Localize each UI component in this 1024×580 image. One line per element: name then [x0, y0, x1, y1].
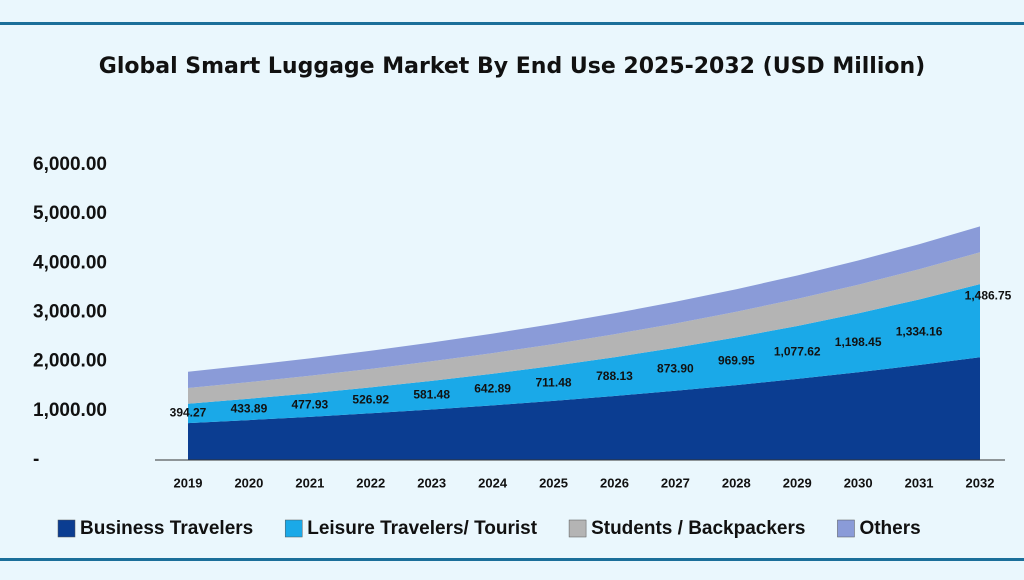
x-tick-label: 2029: [783, 475, 812, 490]
data-label: 1,198.45: [835, 335, 882, 349]
area: [188, 226, 980, 389]
legend-label: Students / Backpackers: [591, 518, 805, 539]
x-tick-label: 2024: [478, 475, 508, 490]
data-label: 1,486.75: [965, 288, 1012, 302]
data-label: 1,334.16: [896, 324, 943, 338]
y-tick-label: 5,000.00: [33, 203, 107, 224]
y-tick-label: 2,000.00: [33, 351, 107, 372]
data-label: 526.92: [352, 393, 389, 407]
x-tick-label: 2030: [844, 475, 873, 490]
x-tick-label: 2027: [661, 475, 690, 490]
y-tick-label: 6,000.00: [33, 154, 107, 175]
data-label: 1,077.62: [774, 345, 821, 359]
area: [188, 357, 980, 460]
x-tick-label: 2023: [417, 475, 446, 490]
x-tick-label: 2028: [722, 475, 751, 490]
legend-swatch: [568, 519, 587, 538]
y-tick-label: 1,000.00: [33, 400, 107, 421]
data-label: 642.89: [474, 382, 511, 396]
x-tick-label: 2021: [295, 475, 324, 490]
x-tick-label: 2026: [600, 475, 629, 490]
x-tick-label: 2019: [174, 475, 203, 490]
data-label: 477.93: [291, 397, 328, 411]
legend-label: Leisure Travelers/ Tourist: [307, 518, 538, 539]
legend-swatch: [837, 519, 855, 538]
data-label: 433.89: [231, 402, 268, 416]
x-tick-label: 2022: [356, 475, 385, 490]
data-label: 969.95: [718, 353, 755, 367]
top-border: [0, 22, 1024, 25]
data-label: 788.13: [596, 369, 633, 383]
data-label: 581.48: [413, 387, 450, 401]
legend-label: Others: [859, 518, 920, 539]
bottom-border: [0, 558, 1024, 561]
x-tick-label: 2032: [966, 475, 995, 490]
x-tick-label: 2031: [905, 475, 934, 490]
legend-label: Business Travelers: [80, 518, 253, 539]
x-tick-label: 2020: [234, 475, 263, 490]
y-tick-label: 3,000.00: [33, 302, 107, 323]
area: [188, 252, 980, 404]
data-label: 394.27: [170, 406, 207, 420]
y-tick-label: 4,000.00: [33, 252, 107, 273]
y-tick-label: -: [33, 449, 39, 470]
area: [188, 284, 980, 424]
data-label: 711.48: [536, 376, 572, 390]
chart-title: Global Smart Luggage Market By End Use 2…: [99, 54, 925, 79]
x-tick-label: 2025: [539, 475, 568, 490]
legend-swatch: [57, 519, 76, 538]
data-label: 873.90: [657, 361, 694, 375]
legend-swatch: [284, 519, 303, 538]
